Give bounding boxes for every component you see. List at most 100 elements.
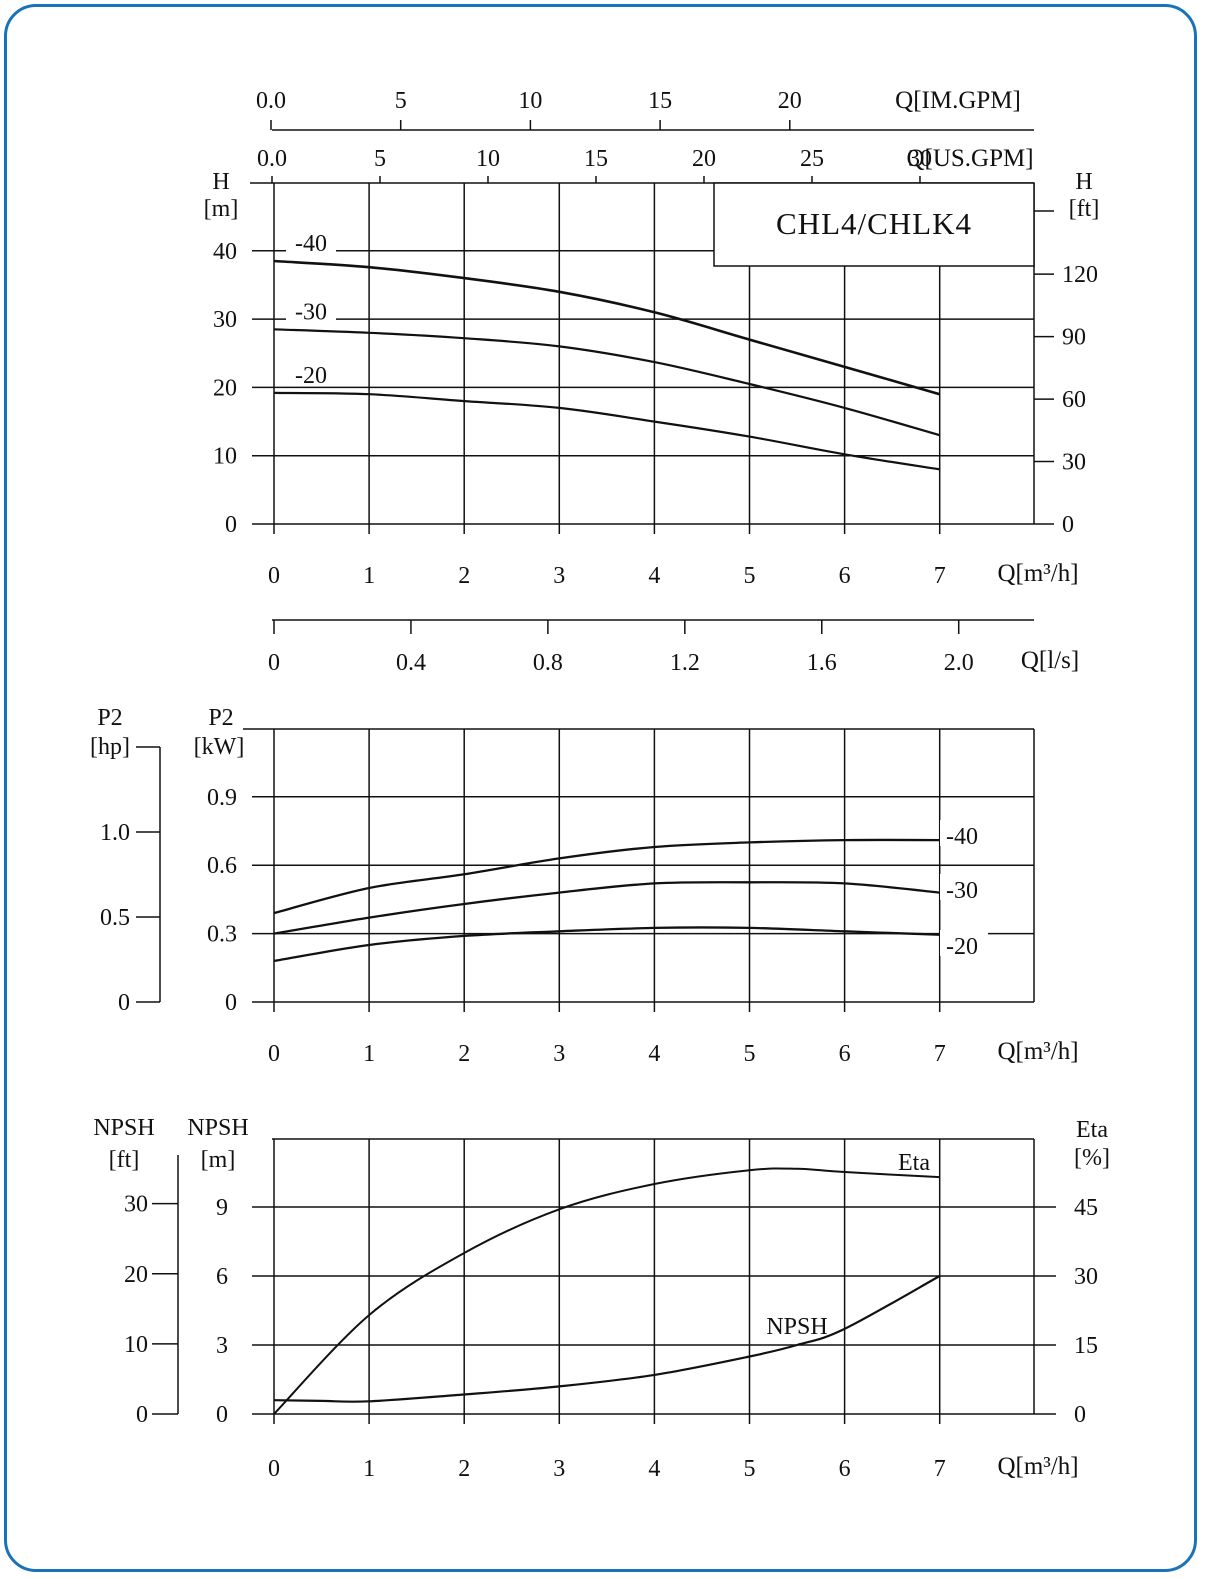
npsh-m-tick-label: 3 bbox=[216, 1333, 228, 1359]
power-hp-tick-label: 1.0 bbox=[100, 820, 130, 846]
npsh-x-tick-label: 1 bbox=[363, 1456, 375, 1482]
power-chart: 0 0.3 0.6 0.9 P2 [hp] P2 [kW] 0 0.5 1.0 -40 -3… bbox=[90, 705, 1079, 1067]
im-gpm-axis-label: Q[IM.GPM] bbox=[895, 87, 1021, 114]
power-curve-40 bbox=[273, 838, 940, 915]
head-curve-label-bg bbox=[286, 297, 336, 322]
im-gpm-tick-label: 10 bbox=[518, 88, 542, 114]
eta-label-line1: Eta bbox=[1076, 1117, 1108, 1143]
ls-tick-label: 2.0 bbox=[944, 650, 974, 676]
head-m-tick-label: 10 bbox=[213, 444, 237, 470]
npsh-x-tick-label: 4 bbox=[648, 1456, 660, 1482]
npsh-m-label-line1: NPSH bbox=[187, 1115, 248, 1141]
npsh-m-tick-label: 6 bbox=[216, 1264, 228, 1290]
head-ft-label-line2: [ft] bbox=[1069, 196, 1100, 222]
power-x-tick-label: 5 bbox=[744, 1041, 756, 1067]
power-hp-label-line1: P2 bbox=[97, 705, 122, 731]
head-chart: 0.0 5 10 15 20 Q[IM.GPM] 0.0 5 10 15 20 25 30 Q[US… bbox=[204, 87, 1100, 676]
npsh-ft-tick-label: 10 bbox=[124, 1332, 148, 1358]
npsh-x-tick-label: 2 bbox=[458, 1456, 470, 1482]
power-x-tick-label: 6 bbox=[839, 1041, 851, 1067]
power-kw-label-line2: [kW] bbox=[194, 734, 245, 760]
head-x-tick-label: 0 bbox=[268, 563, 280, 589]
us-gpm-tick-label: 15 bbox=[584, 146, 608, 172]
npsh-x-tick-label: 0 bbox=[268, 1456, 280, 1482]
head-ft-tick-label: 60 bbox=[1062, 387, 1086, 413]
ls-tick-label: 0 bbox=[268, 650, 280, 676]
eta-curve bbox=[273, 1167, 940, 1415]
npsh-x-unit-label: Q[m³/h] bbox=[997, 1453, 1078, 1480]
model-label-box bbox=[713, 182, 1035, 267]
head-x-tick-label: 2 bbox=[458, 563, 470, 589]
npsh-m-tick-label: 0 bbox=[216, 1402, 228, 1428]
im-gpm-tick-label: 20 bbox=[778, 88, 802, 114]
head-x-tick-label: 7 bbox=[934, 563, 946, 589]
head-ft-tick-label: 120 bbox=[1062, 262, 1098, 288]
us-gpm-tick-label: 5 bbox=[374, 146, 386, 172]
npsh-m-tick-label: 9 bbox=[216, 1195, 228, 1221]
power-x-tick-label: 7 bbox=[934, 1041, 946, 1067]
ls-tick-label: 0.8 bbox=[533, 650, 563, 676]
eta-tick-label: 15 bbox=[1074, 1333, 1098, 1359]
head-curve-20 bbox=[273, 391, 940, 471]
npsh-ft-tick-label: 0 bbox=[136, 1402, 148, 1428]
head-curve-30 bbox=[273, 328, 940, 437]
npsh-curve bbox=[273, 1275, 941, 1403]
power-x-tick-label: 4 bbox=[648, 1041, 660, 1067]
head-m-tick-label: 40 bbox=[213, 239, 237, 265]
head-ft-tick-label: 90 bbox=[1062, 325, 1086, 351]
power-hp-tick-label: 0 bbox=[118, 990, 130, 1016]
head-ft-tick-label: 0 bbox=[1062, 512, 1074, 538]
power-curve-label-bg bbox=[940, 820, 988, 846]
npsh-x-tick-label: 6 bbox=[839, 1456, 851, 1482]
head-curve-label: -20 bbox=[295, 363, 327, 389]
ls-axis-label: Q[l/s] bbox=[1021, 647, 1079, 674]
power-curve-20 bbox=[273, 926, 940, 963]
eta-tick-label: 30 bbox=[1074, 1264, 1098, 1290]
power-hp-label-line2: [hp] bbox=[90, 734, 130, 760]
npsh-ft-tick-label: 30 bbox=[124, 1192, 148, 1218]
npsh-x-tick-label: 3 bbox=[553, 1456, 565, 1482]
power-x-tick-label: 3 bbox=[553, 1041, 565, 1067]
power-curve-30 bbox=[273, 881, 940, 935]
us-gpm-tick-label: 20 bbox=[692, 146, 716, 172]
us-gpm-tick-label: 30 bbox=[908, 146, 932, 172]
power-hp-tick-label: 0.5 bbox=[100, 905, 130, 931]
power-kw-tick-label: 0.6 bbox=[207, 853, 237, 879]
head-x-unit-label: Q[m³/h] bbox=[997, 560, 1078, 587]
npsh-curve-label: NPSH bbox=[766, 1314, 827, 1340]
im-gpm-tick-label: 5 bbox=[395, 88, 407, 114]
npsh-ft-tick-label: 20 bbox=[124, 1262, 148, 1288]
power-x-tick-label: 0 bbox=[268, 1041, 280, 1067]
chart-frame bbox=[4, 4, 1197, 1572]
power-x-tick-label: 1 bbox=[363, 1041, 375, 1067]
ls-tick-label: 1.6 bbox=[807, 650, 837, 676]
npsh-x-tick-label: 7 bbox=[934, 1456, 946, 1482]
head-m-label-line2: [m] bbox=[204, 196, 239, 222]
head-curve-label: -40 bbox=[295, 231, 327, 257]
head-x-tick-label: 6 bbox=[839, 563, 851, 589]
head-m-tick-label: 0 bbox=[225, 512, 237, 538]
us-gpm-tick-label: 10 bbox=[476, 146, 500, 172]
power-curve-label: -20 bbox=[946, 934, 978, 960]
ls-tick-label: 1.2 bbox=[670, 650, 700, 676]
us-gpm-axis-label: Q[US.GPM] bbox=[906, 145, 1033, 172]
im-gpm-tick-label: 15 bbox=[648, 88, 672, 114]
eta-label-line2: [%] bbox=[1074, 1145, 1110, 1171]
head-ft-label-line1: H bbox=[1075, 169, 1092, 195]
power-curve-label: -40 bbox=[946, 824, 978, 850]
head-curve-label: -30 bbox=[295, 299, 327, 325]
head-curve-label-bg bbox=[286, 229, 336, 254]
head-m-label-line1: H bbox=[212, 169, 229, 195]
power-x-unit-label: Q[m³/h] bbox=[997, 1038, 1078, 1065]
npsh-ft-label-line1: NPSH bbox=[93, 1115, 154, 1141]
power-x-tick-label: 2 bbox=[458, 1041, 470, 1067]
head-curve-40 bbox=[273, 259, 941, 396]
model-label: CHL4/CHLK4 bbox=[776, 206, 972, 241]
power-curve-label: -30 bbox=[946, 878, 978, 904]
npsh-x-tick-label: 5 bbox=[744, 1456, 756, 1482]
npsh-m-label-line2: [m] bbox=[201, 1147, 236, 1173]
head-x-tick-label: 3 bbox=[553, 563, 565, 589]
power-kw-label-line1: P2 bbox=[208, 705, 233, 731]
head-x-tick-label: 1 bbox=[363, 563, 375, 589]
